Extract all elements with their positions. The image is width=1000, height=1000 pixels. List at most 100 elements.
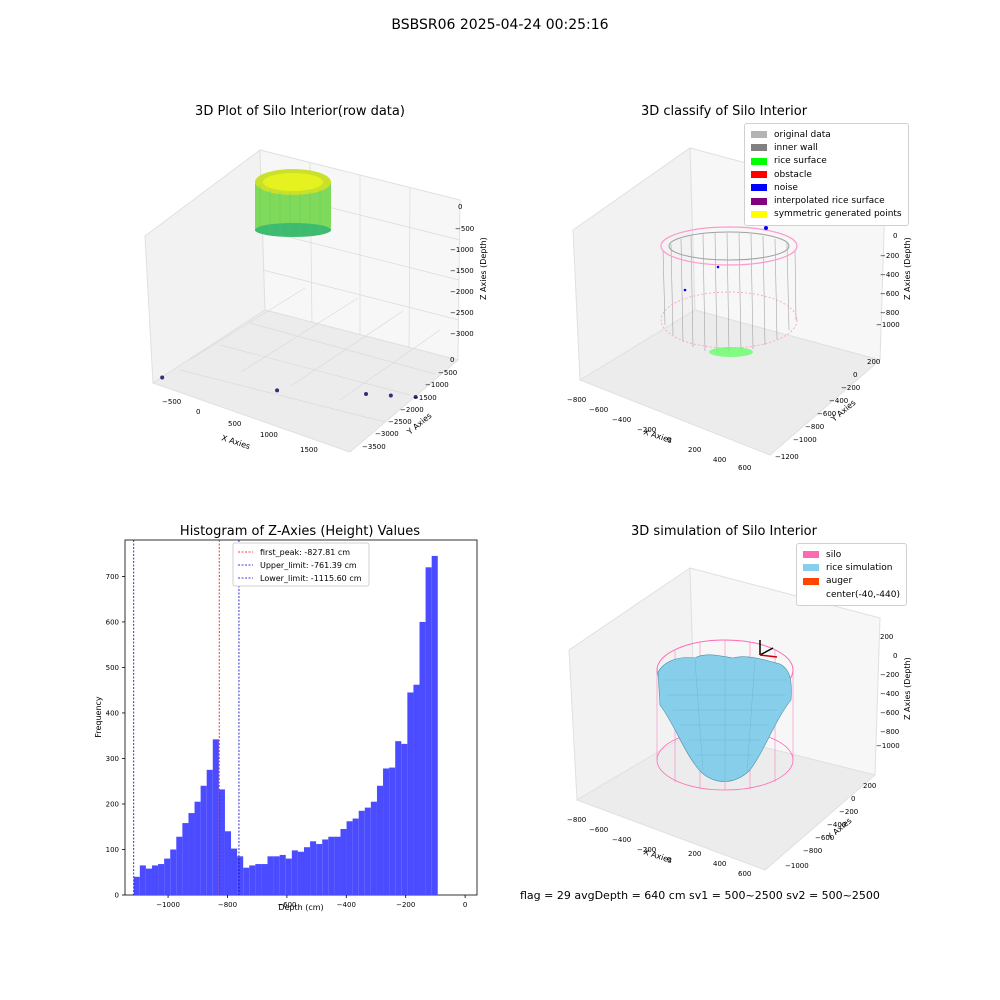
panel1-zlabel: Z Axies (Depth) — [479, 237, 488, 300]
histogram-bar — [133, 876, 140, 895]
histogram-bar — [267, 856, 274, 895]
panel1-ztick: −3000 — [450, 330, 474, 338]
histogram-bar — [194, 801, 201, 895]
legend-item-interpolated: interpolated rice surface — [751, 194, 902, 207]
status-footer: flag = 29 avgDepth = 640 cm sv1 = 500~25… — [520, 889, 880, 902]
panel4-ytick: −200 — [839, 808, 858, 816]
panel2-ytick: −400 — [829, 397, 848, 405]
histogram-xtick-label: 0 — [463, 901, 467, 909]
histogram-bar — [407, 692, 414, 895]
histogram-bar — [310, 841, 317, 895]
panel1-plot: −500 0 500 1000 1500 X Axies 0 −500 −100… — [144, 149, 488, 454]
histogram-vlines — [133, 540, 240, 895]
histogram-bars — [133, 555, 438, 895]
histogram-bar — [370, 801, 377, 895]
histogram-ytick-label: 300 — [106, 755, 119, 763]
panel4-ytick: 0 — [851, 795, 855, 803]
panel1-data-point — [388, 393, 393, 398]
histogram-bar — [352, 818, 359, 895]
panel1-xtick: 1500 — [300, 446, 318, 454]
histogram-xtick-label: −1000 — [156, 901, 180, 909]
panel2-zlabel: Z Axies (Depth) — [903, 237, 912, 300]
legend-label: center(-40,-440) — [826, 589, 900, 600]
panel1-ztick: −1500 — [450, 267, 474, 275]
panel2-silo-cloud — [660, 226, 798, 357]
histogram-bar — [261, 864, 268, 895]
legend-item-rice-surface: rice surface — [751, 155, 902, 168]
panel2-ztick: −1000 — [876, 321, 900, 329]
panel1-silo-pointcloud — [255, 169, 331, 237]
legend-item-center: center(-40,-440) — [803, 588, 900, 601]
legend-swatch — [751, 210, 767, 218]
histogram-bar — [303, 847, 311, 895]
legend-label: original data — [774, 129, 831, 140]
panel4-xtick: −800 — [567, 816, 586, 824]
panel2-ytick: −1000 — [793, 436, 817, 444]
legend-label: interpolated rice surface — [774, 196, 885, 207]
histogram-ytick-label: 700 — [106, 573, 119, 581]
histogram-xlabel: Depth (cm) — [278, 903, 323, 912]
histogram-bar — [243, 867, 250, 895]
histogram-bar — [237, 856, 244, 895]
panel2-ytick: 200 — [867, 358, 880, 366]
panel2-ztick: 0 — [893, 232, 897, 240]
histogram-bar — [413, 684, 420, 895]
panel4-ytick: −400 — [827, 821, 846, 829]
panel4-rice-surface — [657, 654, 792, 782]
legend-label: inner wall — [774, 142, 818, 153]
legend-label: silo — [826, 549, 842, 560]
histogram-bar — [279, 854, 286, 895]
panel4-title: 3D simulation of Silo Interior — [631, 524, 817, 539]
histogram-bar — [401, 743, 408, 895]
histogram-bar — [376, 785, 384, 895]
panel1-data-point — [413, 394, 418, 399]
panel1-data-point — [364, 392, 369, 397]
panel4-ztick: −400 — [880, 690, 899, 698]
histogram-bar — [346, 821, 353, 895]
histogram-bar — [200, 785, 207, 895]
panel1-outlier-points — [160, 375, 418, 399]
histogram-bar — [158, 864, 165, 895]
panel4-xtick: 400 — [713, 860, 726, 868]
panel2-ytick: −200 — [841, 384, 860, 392]
legend-swatch — [803, 551, 819, 559]
histogram-bar — [218, 789, 225, 895]
panel2-ytick: 0 — [853, 371, 857, 379]
legend-label: rice simulation — [826, 562, 893, 573]
legend-swatch — [751, 144, 767, 152]
histogram-bar — [328, 836, 335, 895]
panel4-xtick: −400 — [612, 836, 631, 844]
panel2-xtick: −200 — [637, 426, 656, 434]
panel2-xlabel: X Axies — [642, 427, 673, 445]
histogram-bar — [255, 864, 262, 895]
legend-swatch — [751, 184, 767, 192]
histogram-bar — [291, 850, 298, 895]
histogram-bar — [419, 621, 426, 895]
legend-label: rice surface — [774, 156, 827, 167]
legend-lower-limit: Lower_limit: -1115.60 cm — [260, 574, 362, 583]
legend-item-inner-wall: inner wall — [751, 141, 902, 154]
histogram-bar — [249, 865, 256, 895]
legend-first-peak: first_peak: -827.81 cm — [260, 548, 350, 557]
histogram-bar — [273, 856, 280, 895]
panel4-ytick: 200 — [863, 782, 876, 790]
panel2-ytick: −800 — [805, 423, 824, 431]
panel1-ytick: −2500 — [388, 418, 412, 426]
panel2-xtick: −600 — [589, 406, 608, 414]
legend-swatch — [803, 564, 819, 572]
figure-title: BSBSR06 2025-04-24 00:25:16 — [391, 17, 609, 33]
panel1-xlabel: X Axies — [220, 433, 251, 451]
panel1-xtick: 0 — [196, 408, 200, 416]
panel4-xtick: 600 — [738, 870, 751, 878]
histogram-bar — [231, 848, 238, 895]
histogram-xtick-label: −400 — [337, 901, 356, 909]
panel4-ztick: −1000 — [876, 742, 900, 750]
histogram-bar — [176, 836, 183, 895]
panel1-xtick: −500 — [162, 398, 181, 406]
panel1-ytick: −500 — [438, 369, 457, 377]
panel4-xtick: 200 — [688, 850, 701, 858]
panel4-xtick: −200 — [637, 846, 656, 854]
histogram-ytick-label: 100 — [106, 846, 119, 854]
panel4-zlabel: Z Axies (Depth) — [903, 657, 912, 720]
panel2-xtick: 400 — [713, 456, 726, 464]
